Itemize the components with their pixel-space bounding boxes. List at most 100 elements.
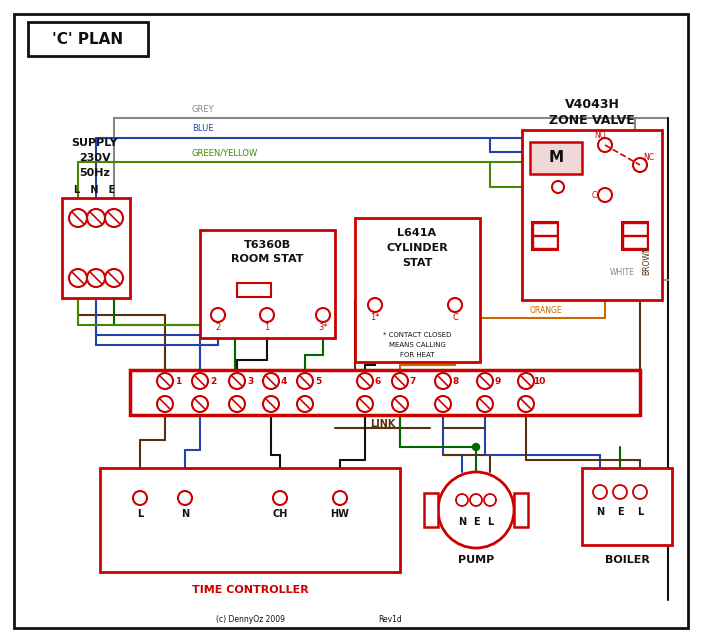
Text: E: E [616, 507, 623, 517]
Text: N: N [181, 509, 189, 519]
Text: 6: 6 [375, 378, 381, 387]
Circle shape [518, 396, 534, 412]
Text: 9: 9 [495, 378, 501, 387]
Text: NO: NO [594, 131, 606, 140]
Text: GREEN/YELLOW: GREEN/YELLOW [192, 148, 258, 157]
Text: V4043H: V4043H [564, 99, 619, 112]
Circle shape [392, 373, 408, 389]
Bar [355, 218, 480, 362]
Text: C: C [591, 192, 597, 201]
Text: L: L [137, 509, 143, 519]
Text: 3*: 3* [318, 322, 328, 331]
Bar [62, 198, 130, 298]
Text: 4: 4 [281, 378, 287, 387]
Circle shape [263, 396, 279, 412]
Circle shape [633, 158, 647, 172]
Bar [623, 223, 647, 235]
Circle shape [484, 494, 496, 506]
Text: 1: 1 [265, 322, 270, 331]
Text: MEANS CALLING: MEANS CALLING [389, 342, 446, 348]
Bar [533, 223, 557, 235]
Circle shape [211, 308, 225, 322]
Circle shape [435, 396, 451, 412]
Text: 230V: 230V [79, 153, 111, 163]
Circle shape [178, 491, 192, 505]
Text: LINK: LINK [371, 419, 396, 429]
Bar [424, 493, 438, 527]
Circle shape [357, 373, 373, 389]
Text: ZONE VALVE: ZONE VALVE [549, 113, 635, 126]
Text: PUMP: PUMP [458, 555, 494, 565]
Circle shape [316, 308, 330, 322]
Text: NC: NC [644, 153, 654, 163]
Circle shape [297, 396, 313, 412]
Text: 3: 3 [247, 378, 253, 387]
Circle shape [633, 485, 647, 499]
Circle shape [69, 269, 87, 287]
Bar [532, 222, 558, 250]
Text: TIME CONTROLLER: TIME CONTROLLER [192, 585, 308, 595]
Circle shape [518, 373, 534, 389]
Text: 10: 10 [533, 378, 545, 387]
Bar [533, 236, 557, 248]
Text: * CONTACT CLOSED: * CONTACT CLOSED [383, 332, 451, 338]
Circle shape [229, 396, 245, 412]
Text: L641A: L641A [397, 228, 437, 238]
Circle shape [105, 269, 123, 287]
Text: L: L [637, 507, 643, 517]
Circle shape [260, 308, 274, 322]
Text: CYLINDER: CYLINDER [386, 243, 448, 253]
Circle shape [435, 373, 451, 389]
Circle shape [333, 491, 347, 505]
Text: FOR HEAT: FOR HEAT [399, 352, 435, 358]
Circle shape [598, 188, 612, 202]
Circle shape [392, 396, 408, 412]
Bar [514, 493, 528, 527]
Text: 1: 1 [175, 378, 181, 387]
Text: 5: 5 [315, 378, 321, 387]
Circle shape [593, 485, 607, 499]
Text: 50Hz: 50Hz [79, 168, 110, 178]
Circle shape [477, 396, 493, 412]
Text: 2: 2 [210, 378, 216, 387]
Circle shape [472, 444, 479, 451]
Text: BROWN: BROWN [642, 246, 651, 275]
Text: WHITE: WHITE [610, 268, 635, 277]
Text: N: N [458, 517, 466, 527]
Bar [582, 468, 672, 545]
Circle shape [448, 298, 462, 312]
Text: N: N [596, 507, 604, 517]
Bar [522, 130, 662, 300]
Text: STAT: STAT [402, 258, 432, 268]
Circle shape [229, 373, 245, 389]
Bar [200, 230, 335, 338]
Text: ROOM STAT: ROOM STAT [231, 254, 303, 264]
Circle shape [87, 209, 105, 227]
Bar [530, 142, 582, 174]
Bar [100, 468, 400, 572]
Text: E: E [472, 517, 479, 527]
Circle shape [613, 485, 627, 499]
Circle shape [470, 494, 482, 506]
Circle shape [456, 494, 468, 506]
Circle shape [273, 491, 287, 505]
Circle shape [87, 269, 105, 287]
Text: T6360B: T6360B [244, 240, 291, 250]
Bar [623, 236, 647, 248]
Circle shape [157, 396, 173, 412]
Text: CH: CH [272, 509, 288, 519]
Circle shape [263, 373, 279, 389]
Text: C: C [452, 313, 458, 322]
Text: GREY: GREY [192, 105, 215, 114]
Circle shape [598, 138, 612, 152]
Text: L: L [487, 517, 493, 527]
Circle shape [69, 209, 87, 227]
Circle shape [477, 373, 493, 389]
Bar [237, 283, 271, 297]
Circle shape [105, 209, 123, 227]
Text: 8: 8 [453, 378, 459, 387]
Circle shape [192, 396, 208, 412]
Text: Rev1d: Rev1d [378, 615, 402, 624]
Circle shape [552, 181, 564, 193]
Circle shape [357, 396, 373, 412]
